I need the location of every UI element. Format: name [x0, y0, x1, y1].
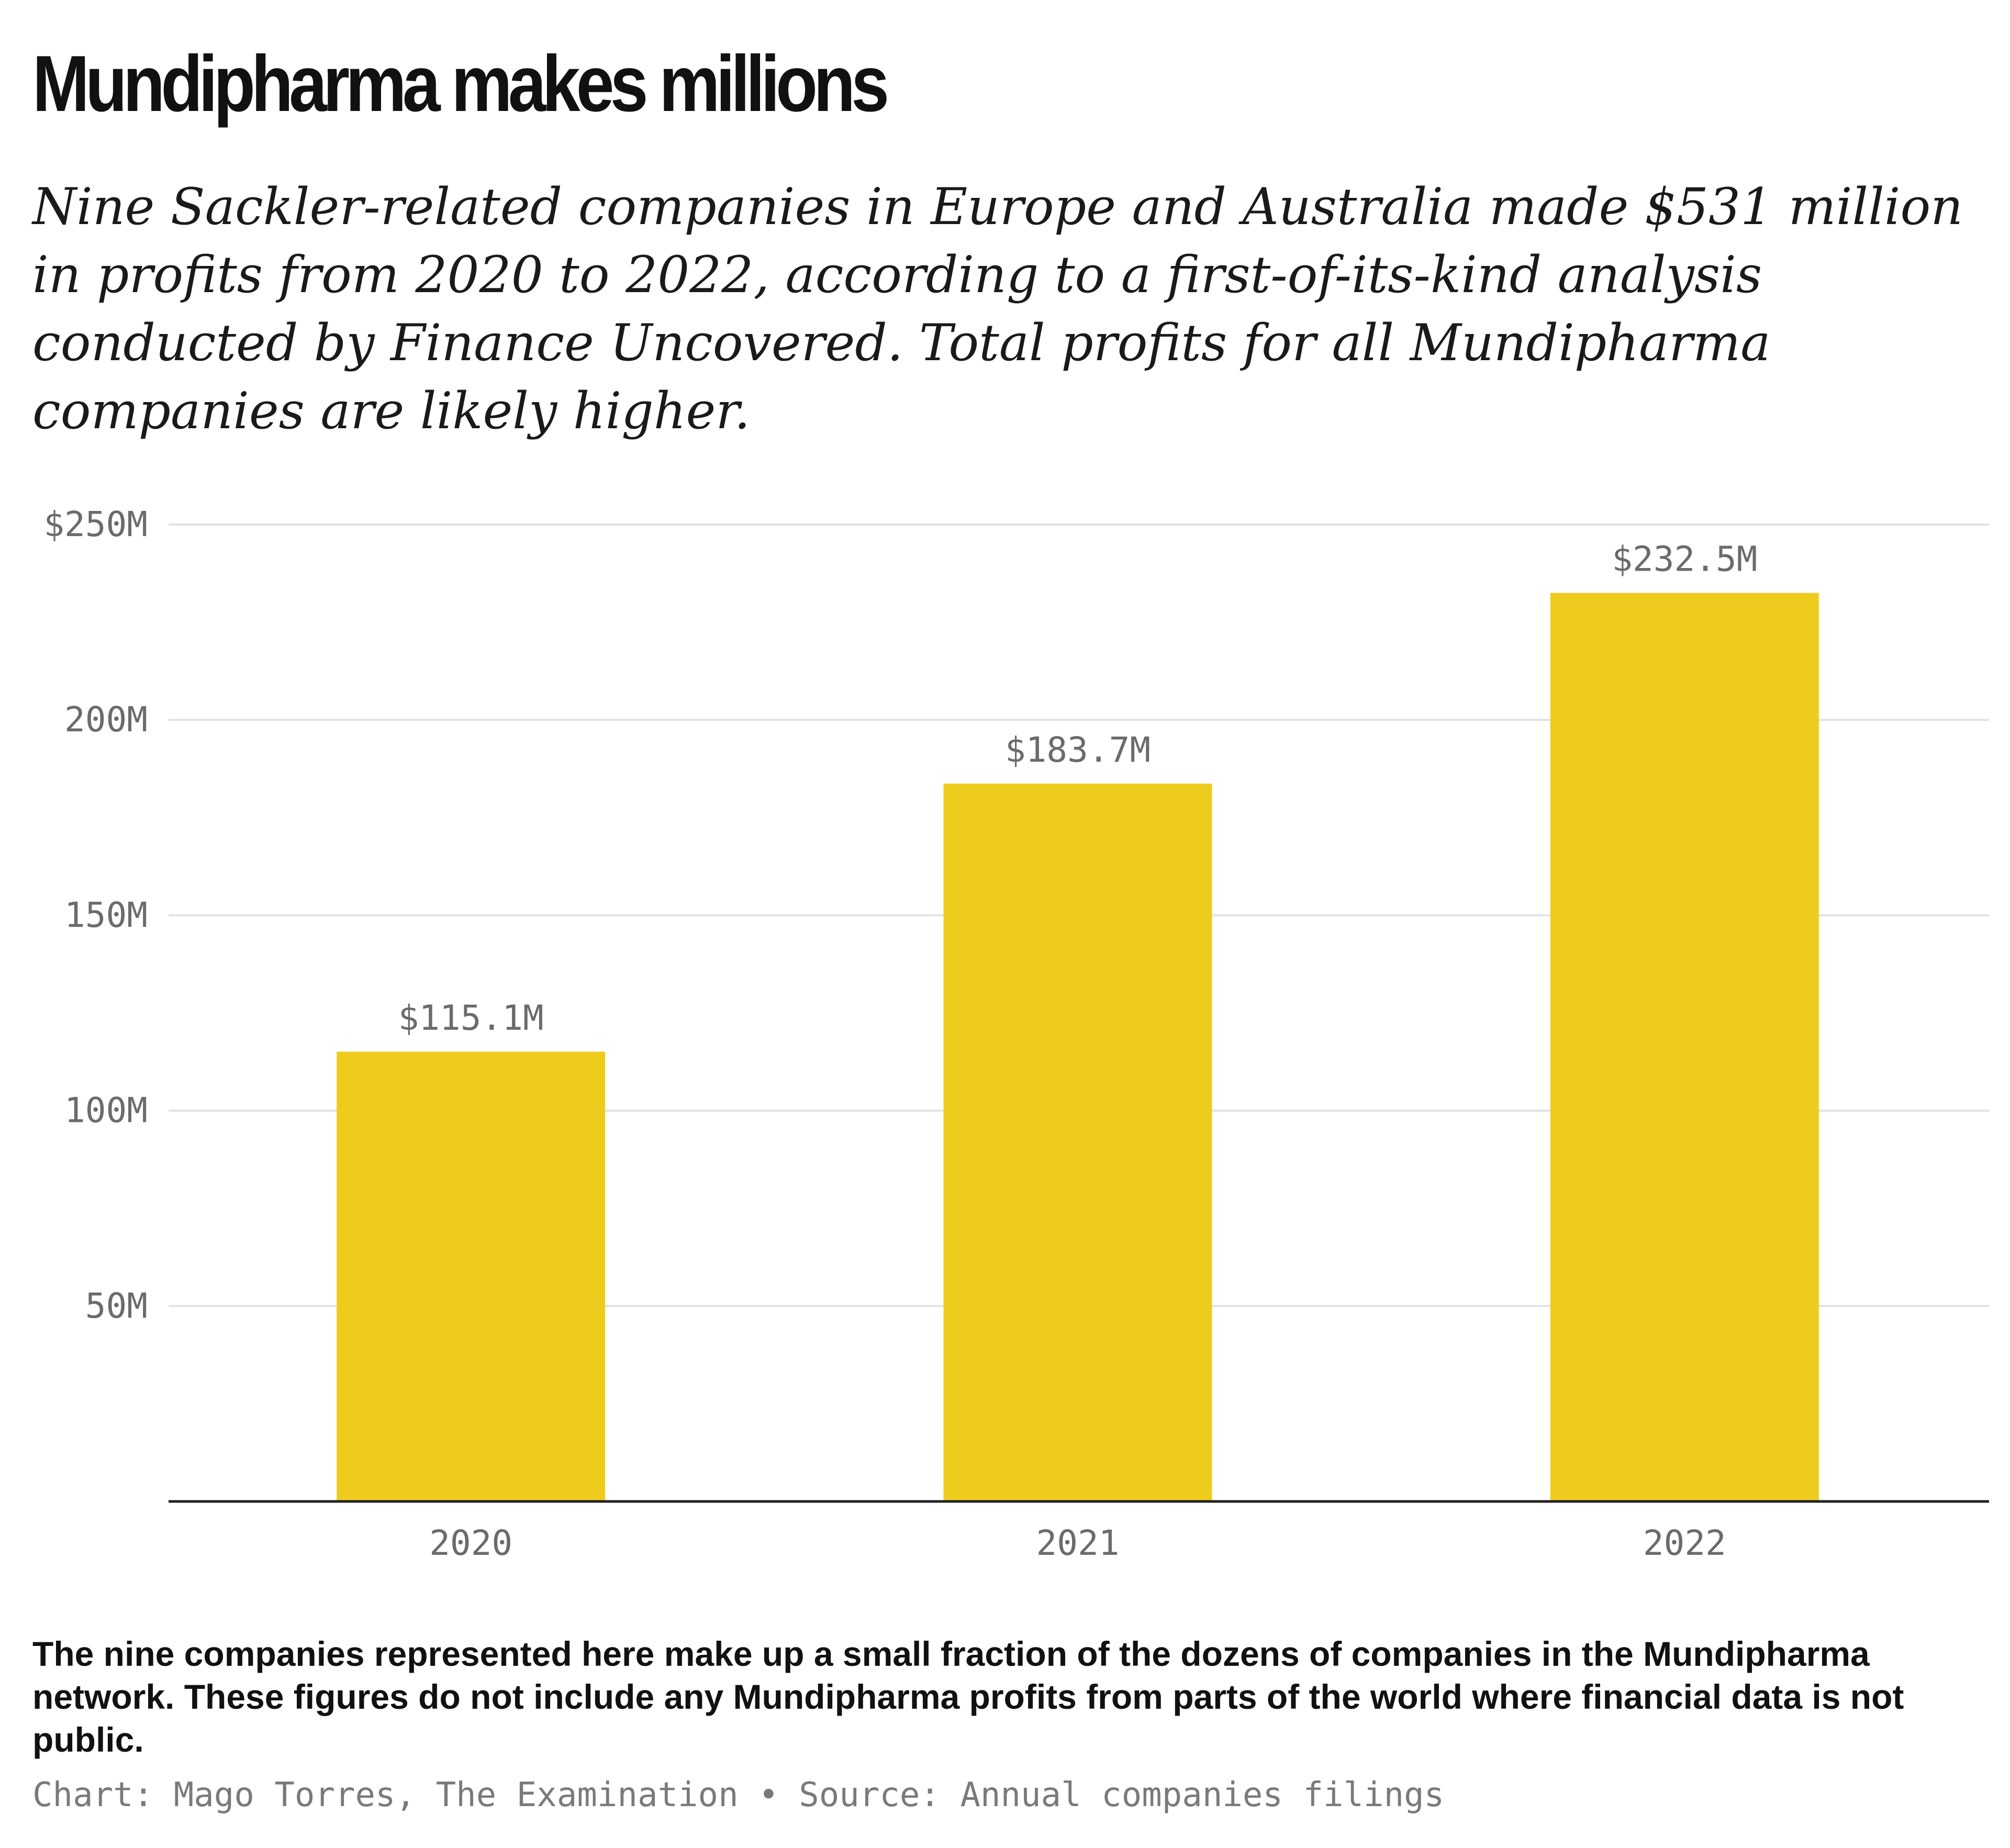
y-tick-label: $250M: [43, 504, 148, 544]
bar-2021: [943, 783, 1212, 1501]
chart-title: Mundipharma makes millions: [32, 39, 889, 128]
y-tick-label: 200M: [64, 699, 148, 740]
source-credit: Chart: Mago Torres, The Examination • So…: [32, 1776, 1445, 1814]
axes: 50M 100M 150M 200M $250M 2020 2021 2022: [43, 504, 1989, 1563]
data-label-2020: $115.1M: [398, 998, 544, 1038]
bar-2022: [1550, 593, 1819, 1501]
x-tick-label: 2020: [429, 1523, 512, 1563]
x-tick-label: 2022: [1643, 1523, 1726, 1563]
y-tick-label: 100M: [64, 1090, 148, 1131]
x-tick-label: 2021: [1036, 1523, 1120, 1563]
bars: [337, 593, 1819, 1501]
chart-subtitle: Nine Sackler-related companies in Europe…: [32, 177, 1963, 440]
data-label-2021: $183.7M: [1005, 730, 1151, 770]
bar-2020: [337, 1051, 606, 1501]
data-label-2022: $232.5M: [1612, 539, 1757, 580]
bar-chart: $115.1M $183.7M $232.5M 50M 100M 150M 200M $25…: [43, 504, 1989, 1563]
y-tick-label: 50M: [85, 1286, 148, 1326]
y-tick-label: 150M: [64, 895, 148, 935]
data-labels: $115.1M $183.7M $232.5M: [398, 539, 1758, 1038]
footnote: The nine companies represented here make…: [32, 1634, 1904, 1759]
